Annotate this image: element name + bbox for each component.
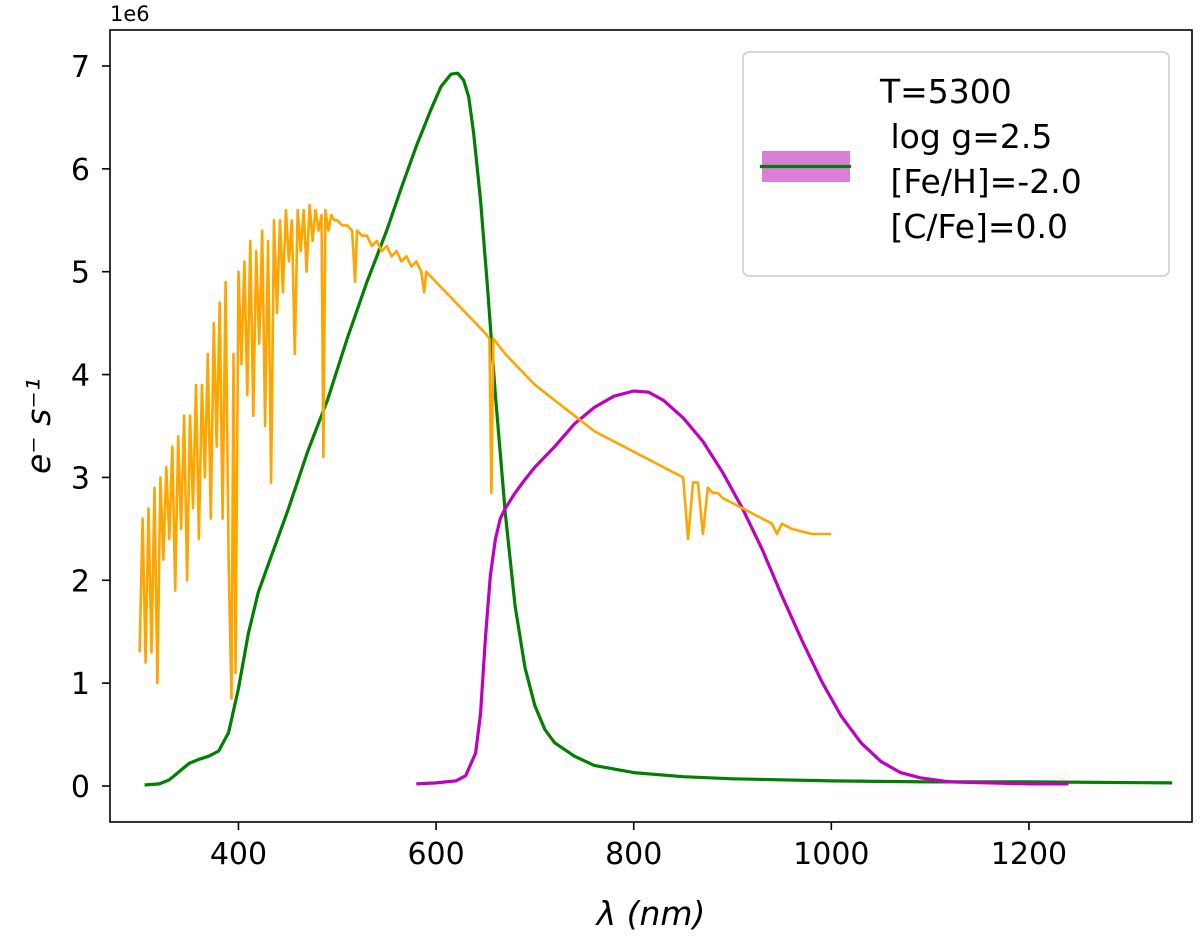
- x-tick-label: 1000: [793, 837, 869, 872]
- y-tick-label: 4: [71, 359, 90, 394]
- y-axis-label: e⁻ s⁻¹: [19, 378, 58, 474]
- x-tick-label: 800: [605, 837, 662, 872]
- y-tick-label: 5: [71, 256, 90, 291]
- plot-frame: [109, 29, 1193, 823]
- y-axis-offset-label: 1e6: [110, 2, 150, 26]
- plot-series: [138, 71, 1173, 787]
- x-tick-label: 400: [210, 837, 267, 872]
- y-tick-label: 0: [71, 770, 90, 805]
- x-tick-label: 1200: [991, 837, 1067, 872]
- y-tick-label: 6: [71, 153, 90, 188]
- legend-line-2: log g=2.5: [880, 117, 1052, 156]
- y-tick-label: 7: [71, 50, 90, 85]
- x-axis-label: λ (nm): [595, 894, 706, 933]
- legend-box: [742, 51, 1170, 277]
- y-tick-label: 2: [71, 564, 90, 599]
- axis-ticks: 400 600 800 1000 1200 0 1 2 3 4 5 6 7: [71, 50, 1067, 872]
- y-tick-label: 3: [71, 461, 90, 496]
- legend-line-4: [C/Fe]=0.0: [880, 207, 1068, 246]
- series-line-3: [138, 203, 832, 700]
- legend-line-1: T=5300: [879, 72, 1012, 111]
- series-line-2: [416, 389, 1069, 786]
- y-tick-label: 1: [71, 667, 90, 702]
- legend-entry-label: T=5300 log g=2.5 [Fe/H]=-2.0 [C/Fe]=0.0: [879, 0, 1155, 246]
- series-line-1: [144, 71, 1173, 787]
- legend-line-3: [Fe/H]=-2.0: [880, 162, 1082, 201]
- x-tick-label: 600: [407, 837, 464, 872]
- legend: T=5300 log g=2.5 [Fe/H]=-2.0 [C/Fe]=0.0: [742, 0, 1170, 277]
